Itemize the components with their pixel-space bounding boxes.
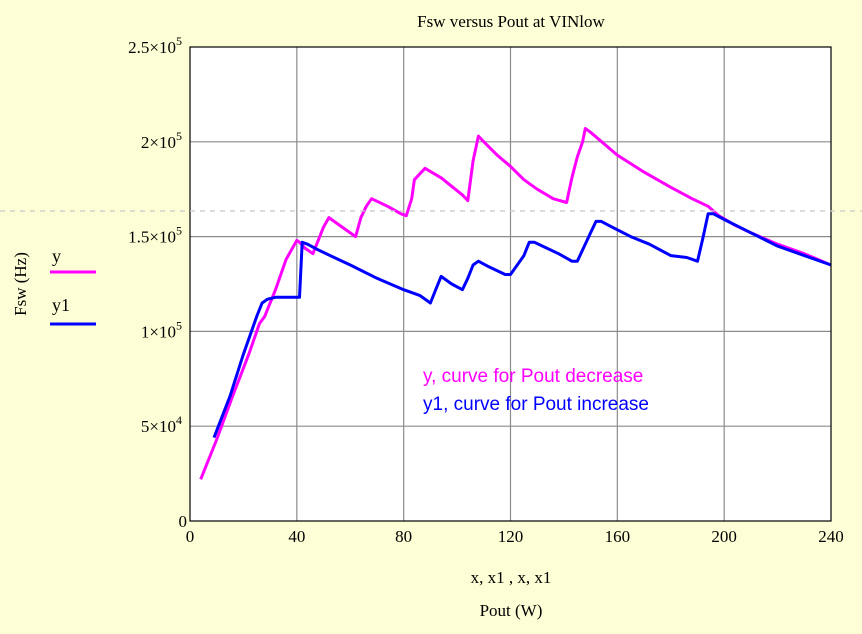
series-line-y1 <box>212 212 832 439</box>
series-layer <box>199 127 832 480</box>
legend-label-y: y <box>52 246 61 266</box>
legend: y y1 <box>50 246 96 326</box>
x-tick-label: 120 <box>498 527 524 546</box>
x-axis-label: x, x1 , x, x1 <box>471 568 552 587</box>
annotation-increase: y1, curve for Pout increase <box>423 394 649 415</box>
y-tick-labels: 0 5×104 1×105 1.5×105 2×105 2.5×105 <box>128 34 187 531</box>
y-tick-label: 5×104 <box>141 413 182 436</box>
legend-label-y1: y1 <box>52 295 70 315</box>
x-tick-label: 80 <box>395 527 412 546</box>
x-axis-label-units: Pout (W) <box>480 601 543 620</box>
annotation-decrease: y, curve for Pout decrease <box>423 366 643 387</box>
y-tick-label: 1.5×105 <box>128 224 182 247</box>
x-tick-labels: 0 40 80 120 160 200 240 <box>186 527 844 546</box>
y-axis-label: Fsw (Hz) <box>11 252 30 316</box>
plot-frame <box>189 46 832 522</box>
grid-lines <box>190 47 831 521</box>
chart-title: Fsw versus Pout at VINlow <box>417 12 605 31</box>
x-tick-label: 240 <box>818 527 844 546</box>
x-tick-label: 160 <box>605 527 631 546</box>
x-tick-label: 0 <box>186 527 195 546</box>
y-tick-label: 2.5×105 <box>128 34 182 57</box>
series-line-y <box>199 127 832 480</box>
y-tick-label: 0 <box>179 512 188 531</box>
y-tick-label: 2×105 <box>141 129 182 152</box>
x-tick-label: 200 <box>711 527 737 546</box>
x-tick-label: 40 <box>288 527 305 546</box>
y-tick-label: 1×105 <box>141 318 182 341</box>
